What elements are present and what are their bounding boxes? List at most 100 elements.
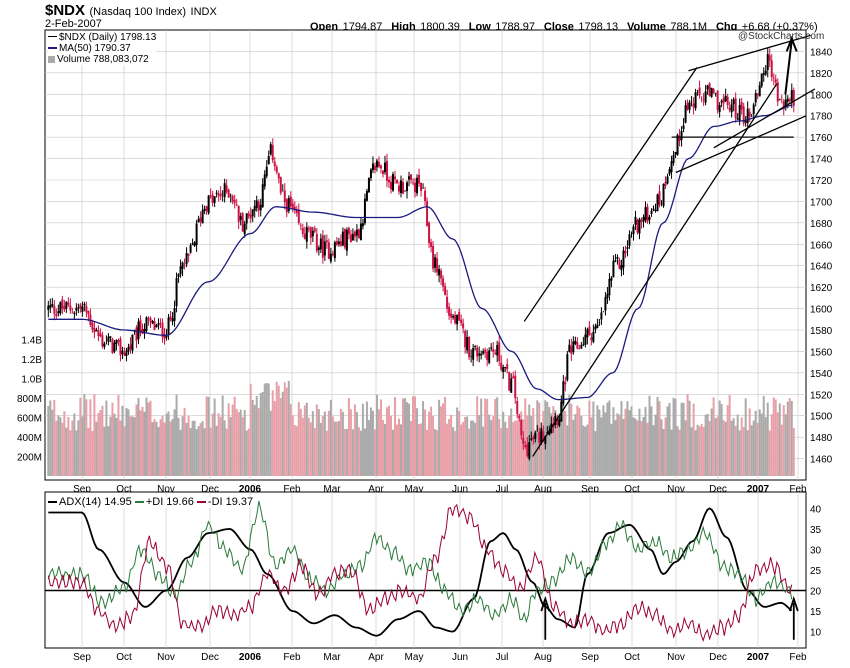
volume-bar — [400, 424, 403, 476]
volume-bar — [740, 417, 743, 476]
volume-bar — [61, 422, 64, 476]
volume-bar — [590, 417, 593, 476]
volume-bar — [131, 416, 134, 476]
volume-bar — [580, 415, 583, 476]
volume-bar — [726, 405, 729, 476]
price-x-label: Aug — [534, 484, 552, 495]
volume-bar — [602, 405, 605, 476]
volume-bar — [339, 408, 342, 476]
volume-bar — [746, 430, 749, 476]
volume-bar — [500, 428, 503, 476]
volume-bar — [678, 429, 681, 476]
adx-tick-label: 40 — [810, 504, 822, 515]
legend-ma: MA(50) 1790.37 — [48, 43, 156, 54]
adx-arrow-head — [788, 595, 799, 612]
volume-bar — [113, 413, 116, 476]
price-tick-label: 1740 — [810, 155, 833, 166]
volume-bar — [426, 429, 429, 476]
volume-bar — [187, 415, 190, 476]
adx-panel: Sep Oct Nov Dec 2006 Feb Mar Apr May Jun Jul Aug Sep… — [44, 491, 822, 663]
volume-tick-label: 800M — [17, 394, 42, 405]
price-panel: 1460 1480 1500 1520 1540 1560 1580 1600 1620 1640… — [17, 29, 833, 495]
volume-bar — [714, 418, 717, 476]
volume-bar — [47, 405, 50, 476]
volume-bar — [51, 409, 54, 476]
volume-bar — [552, 406, 555, 476]
legend-volume-swatch — [48, 55, 55, 63]
volume-bar — [355, 411, 358, 476]
price-x-label: Sep — [73, 484, 91, 495]
volume-tick-label: 1.4B — [21, 336, 42, 347]
volume-bar — [516, 420, 519, 476]
volume-bar — [412, 396, 415, 476]
volume-bar — [201, 421, 204, 476]
adx-x-label: Oct — [624, 652, 640, 663]
volume-bar — [263, 383, 266, 476]
volume-bar — [385, 407, 388, 476]
volume-bar — [165, 413, 168, 476]
volume-tick-label: 1.2B — [21, 355, 42, 366]
watermark: @StockCharts.com — [738, 31, 825, 42]
volume-bar — [466, 416, 469, 476]
volume-bar — [365, 401, 368, 476]
adx-tick-label: 25 — [810, 566, 822, 577]
volume-bar — [175, 394, 178, 476]
volume-bar — [161, 415, 164, 476]
volume-bar — [706, 413, 709, 476]
price-x-label: Oct — [116, 484, 132, 495]
volume-bar — [620, 401, 623, 476]
volume-bar — [506, 427, 509, 476]
volume-bar — [119, 420, 122, 476]
volume-bar — [381, 419, 384, 476]
legend-pdi-text: +DI 19.66 — [145, 496, 194, 508]
volume-bar — [650, 406, 653, 476]
volume-bar — [319, 422, 322, 476]
adx-tick-label: 35 — [810, 525, 822, 536]
volume-bar — [592, 401, 595, 476]
adx-x-label: 2006 — [239, 652, 262, 663]
volume-bar — [430, 406, 433, 476]
volume-bar — [770, 414, 773, 476]
adx-x-label: Oct — [116, 652, 132, 663]
volume-bar — [111, 402, 114, 476]
volume-bar — [295, 426, 298, 476]
volume-bar — [333, 421, 336, 476]
volume-bar — [654, 414, 657, 476]
volume-bar — [289, 403, 292, 476]
volume-bar — [71, 420, 74, 476]
volume-bar — [560, 400, 563, 476]
volume-bar — [656, 397, 659, 476]
volume-bar — [774, 399, 777, 476]
volume-bar — [269, 410, 272, 476]
volume-bar — [524, 398, 527, 476]
volume-bar — [612, 407, 615, 476]
volume-bar — [163, 422, 166, 476]
volume-bar — [121, 405, 124, 476]
volume-bar — [546, 401, 549, 476]
price-x-label: Nov — [157, 484, 175, 495]
volume-bar — [646, 422, 649, 476]
volume-bar — [307, 417, 310, 476]
volume-bar — [141, 406, 144, 476]
volume-bar — [492, 416, 495, 476]
volume-bar — [564, 411, 567, 476]
price-x-label: May — [405, 484, 424, 495]
volume-bar — [77, 420, 80, 476]
volume-bar — [285, 387, 288, 476]
volume-bar — [373, 429, 376, 476]
volume-bar — [393, 397, 396, 476]
volume-bar — [283, 382, 286, 476]
volume-bar — [93, 394, 96, 476]
volume-bar — [299, 408, 302, 476]
volume-bar — [588, 400, 591, 476]
volume-bar — [213, 398, 216, 476]
volume-bar — [530, 415, 533, 476]
volume-bar — [221, 395, 224, 476]
legend-ma-text: MA(50) 1790.37 — [59, 43, 131, 54]
volume-tick-label: 600M — [17, 414, 42, 425]
volume-bar — [73, 413, 76, 476]
volume-tick-label: 200M — [17, 453, 42, 464]
volume-bar — [361, 403, 364, 476]
adx-x-label: Dec — [709, 652, 727, 663]
volume-bar — [287, 380, 290, 476]
